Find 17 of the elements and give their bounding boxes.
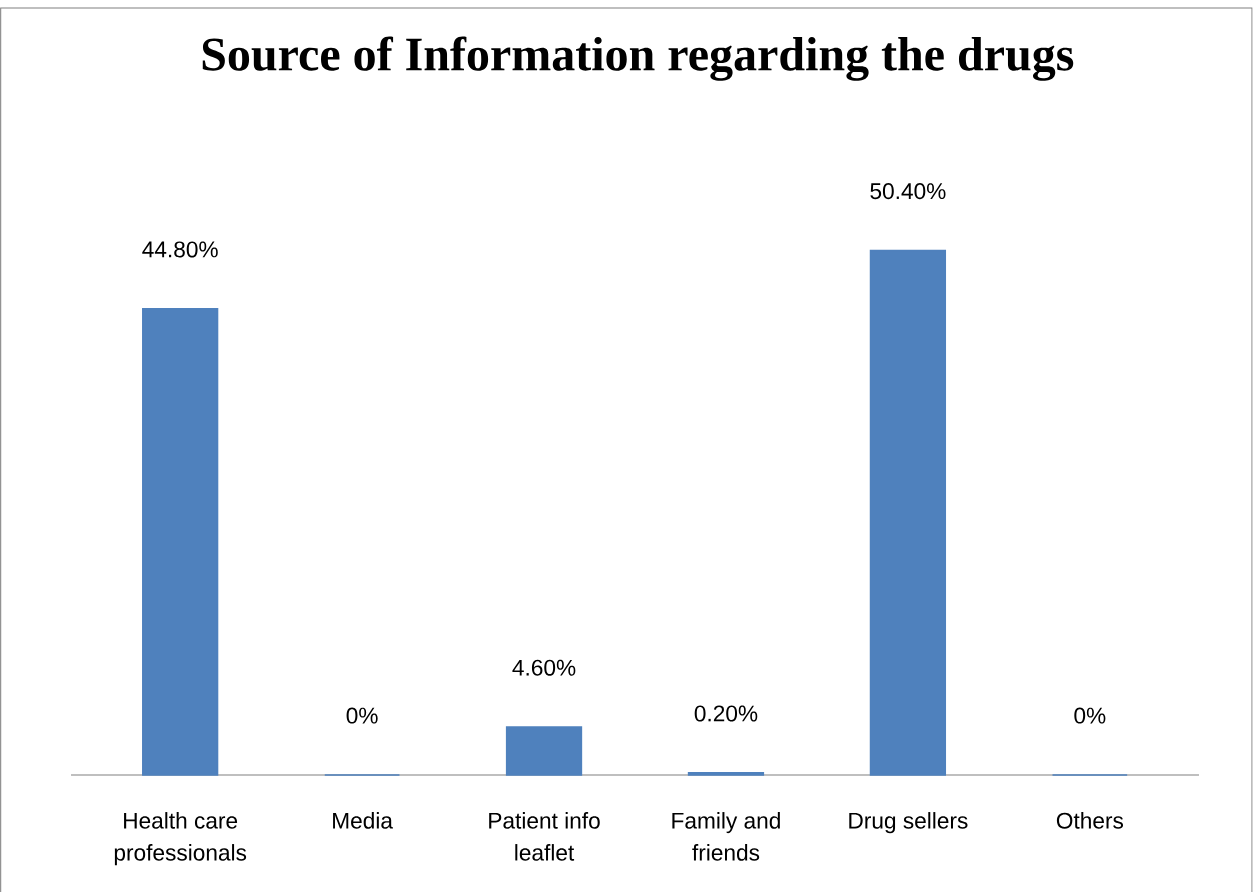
x-tick-label: Health care professionals <box>114 812 247 866</box>
data-label: 4.60% <box>512 659 576 676</box>
data-label: 50.40% <box>870 183 946 200</box>
x-tick-label: Family and friends <box>672 812 780 861</box>
bar <box>869 249 947 776</box>
x-tick-label: Drug sellers <box>849 812 968 834</box>
bar <box>687 772 765 776</box>
data-label: 0% <box>346 707 378 724</box>
data-label: 0% <box>1074 707 1106 724</box>
data-label: 0.20% <box>694 705 758 722</box>
data-label: 44.80% <box>142 241 218 258</box>
x-tick-label: Media <box>333 812 393 829</box>
x-tick-label: Others <box>1056 812 1124 829</box>
chart-title: Source of Information regarding the drugs <box>202 36 1074 81</box>
bar <box>505 726 583 776</box>
bar <box>142 308 219 776</box>
x-tick-label: Patient info leaflet <box>489 812 600 861</box>
